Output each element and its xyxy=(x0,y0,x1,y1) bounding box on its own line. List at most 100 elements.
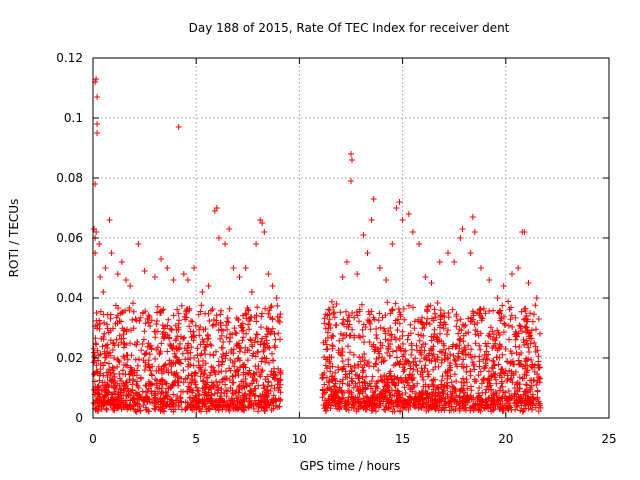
data-point xyxy=(132,356,139,363)
data-point xyxy=(424,368,431,375)
data-point xyxy=(388,307,395,314)
data-point xyxy=(204,392,211,399)
data-point xyxy=(244,403,251,410)
data-point xyxy=(222,381,229,388)
data-point xyxy=(221,404,228,411)
data-point xyxy=(97,351,104,358)
data-point xyxy=(209,322,216,329)
data-point xyxy=(523,382,530,389)
data-point xyxy=(137,407,144,414)
data-point xyxy=(479,389,486,396)
data-point xyxy=(251,397,258,404)
data-point xyxy=(392,320,399,326)
data-point xyxy=(250,402,257,408)
data-point xyxy=(330,304,337,310)
data-point xyxy=(204,333,211,339)
data-point xyxy=(168,369,175,376)
data-point xyxy=(113,314,120,321)
data-point xyxy=(160,395,167,402)
data-point xyxy=(493,334,500,341)
data-point xyxy=(97,360,104,367)
data-point xyxy=(277,369,284,376)
data-point xyxy=(513,349,520,356)
data-point xyxy=(204,375,211,381)
data-point xyxy=(146,364,153,371)
data-point xyxy=(170,277,177,283)
data-point xyxy=(498,315,505,322)
data-point xyxy=(406,393,413,400)
data-point xyxy=(97,308,104,315)
data-point xyxy=(93,368,100,375)
data-point xyxy=(145,340,152,347)
data-point xyxy=(215,405,221,411)
data-point xyxy=(142,308,149,315)
data-point xyxy=(141,367,148,373)
data-point xyxy=(476,398,483,405)
data-point xyxy=(332,322,339,329)
data-point xyxy=(485,368,492,375)
data-point xyxy=(442,395,449,402)
data-point xyxy=(104,325,111,332)
data-point xyxy=(482,399,489,406)
data-point xyxy=(431,310,438,317)
data-point xyxy=(94,322,101,329)
data-point xyxy=(129,386,136,393)
data-point xyxy=(469,403,476,410)
data-point xyxy=(333,401,340,408)
data-point xyxy=(520,408,526,415)
data-point xyxy=(269,350,275,357)
data-point xyxy=(97,370,104,377)
data-point xyxy=(394,374,401,381)
data-point xyxy=(130,403,137,410)
data-point xyxy=(526,329,532,336)
data-point xyxy=(151,274,158,280)
data-point xyxy=(471,376,478,383)
data-points xyxy=(90,76,544,415)
data-point xyxy=(264,387,271,394)
data-point xyxy=(348,151,354,157)
data-point xyxy=(529,364,536,371)
data-point xyxy=(427,403,434,410)
data-point xyxy=(167,325,174,332)
data-point xyxy=(178,388,184,395)
data-point xyxy=(440,340,447,347)
data-point xyxy=(128,366,135,373)
data-point xyxy=(271,331,278,337)
data-point xyxy=(246,347,252,354)
data-point xyxy=(373,332,380,338)
data-point xyxy=(348,375,355,382)
data-point xyxy=(175,124,182,130)
data-point xyxy=(344,317,351,324)
data-point xyxy=(394,327,401,333)
data-point xyxy=(213,205,220,211)
data-point xyxy=(447,388,454,395)
data-point xyxy=(218,307,224,314)
data-point xyxy=(526,349,533,355)
data-point xyxy=(173,335,180,342)
data-point xyxy=(190,337,197,344)
data-point xyxy=(243,330,250,337)
data-point xyxy=(149,372,155,379)
data-point xyxy=(519,328,526,335)
data-point xyxy=(323,346,330,353)
data-point xyxy=(533,295,540,301)
data-point xyxy=(389,348,396,355)
data-point xyxy=(423,408,430,414)
data-point xyxy=(149,381,156,388)
data-point xyxy=(516,394,523,401)
y-tick-label: 0.08 xyxy=(56,171,83,185)
data-point xyxy=(186,305,193,312)
data-point xyxy=(202,360,209,367)
data-point xyxy=(445,314,452,321)
data-point xyxy=(470,312,477,319)
data-point xyxy=(255,408,261,415)
data-point xyxy=(154,303,161,310)
data-point xyxy=(468,346,475,353)
data-point xyxy=(112,302,119,309)
data-point xyxy=(379,354,386,361)
data-point xyxy=(527,310,534,317)
data-point xyxy=(339,352,345,359)
data-point xyxy=(152,328,159,335)
data-point xyxy=(129,381,136,388)
data-point xyxy=(320,402,327,409)
